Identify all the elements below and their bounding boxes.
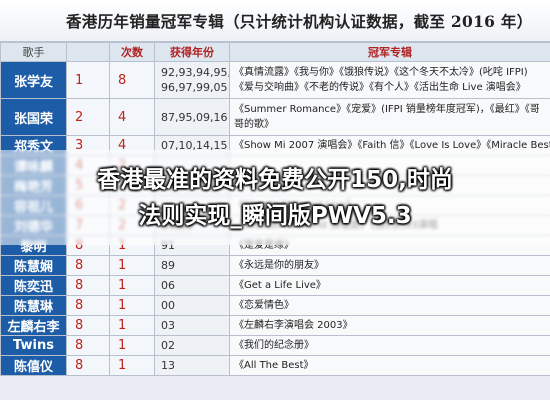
rank-cell: 8 xyxy=(66,315,110,336)
singer-cell: 张学友 xyxy=(0,61,67,99)
table-header: 歌手 次数 获得年份 冠军专辑 xyxy=(0,42,550,62)
singer-cell: 陈僖仪 xyxy=(0,355,67,376)
albums-cell: 《恋爱情色》 xyxy=(229,295,550,316)
rank-cell: 8 xyxy=(66,295,110,316)
albums-cell-line: 《All The Best》 xyxy=(234,360,314,371)
header-albums: 冠军专辑 xyxy=(229,42,550,62)
header-rank xyxy=(66,42,110,62)
albums-cell-line: 《是爱是缘》 xyxy=(234,240,294,251)
albums-cell: 《我们的纪念册》 xyxy=(229,335,550,356)
count-cell: 8 xyxy=(109,61,155,99)
years-cell-line: 02 xyxy=(161,339,175,352)
table-row: 陈僖仪 8 1 13 《All The Best》 xyxy=(0,355,550,376)
singer-cell: 陈慧琳 xyxy=(0,295,67,316)
years-cell-line: 07,10,14,15 xyxy=(161,139,228,152)
title-bar: 香港历年销量冠军专辑（只计统计机构认证数据，截至 2016 年） xyxy=(0,0,550,42)
albums-cell-line: 《Show Mi 2007 演唱会》《Faith 信》《Love Is Love… xyxy=(234,140,550,151)
years-cell: 13 xyxy=(154,355,230,376)
years-cell-line: 06 xyxy=(161,279,175,292)
albums-cell: 《Get a Life Live》 xyxy=(229,275,550,296)
rank-cell: 8 xyxy=(66,275,110,296)
years-cell: 87,95,09,16 xyxy=(154,98,230,136)
years-cell-line: 96,97,99,05 xyxy=(161,81,228,94)
table-row: 张国荣 2 4 87,95,09,16 《Summer Romance》《宠爱》(IFP… xyxy=(0,98,550,136)
albums-cell: 《All The Best》 xyxy=(229,355,550,376)
albums-cell-line: 《Get a Life Live》 xyxy=(234,280,326,291)
rank-cell: 2 xyxy=(66,98,110,136)
years-cell: 92,93,94,95, 96,97,99,05 xyxy=(154,61,230,99)
overlay-line-2: 法则实现_瞬间版PWV5.3 xyxy=(138,203,412,229)
albums-cell: 《永远是你的朋友》 xyxy=(229,255,550,276)
albums-cell-line: 《恋爱情色》 xyxy=(234,300,294,311)
count-cell: 4 xyxy=(109,98,155,136)
years-cell-line: 00 xyxy=(161,299,175,312)
albums-cell-line: 哥的歌》 xyxy=(234,119,274,130)
count-cell: 1 xyxy=(109,295,155,316)
table-row: 张学友 1 8 92,93,94,95, 96,97,99,05 《真情流露》《我与你》《… xyxy=(0,61,550,99)
years-cell-line: 87,95,09,16 xyxy=(161,110,228,124)
rank-cell: 1 xyxy=(66,61,110,99)
count-cell: 1 xyxy=(109,315,155,336)
rank-cell: 8 xyxy=(66,335,110,356)
years-cell-line: 89 xyxy=(161,259,175,272)
years-cell: 89 xyxy=(154,255,230,276)
table-row: 陈慧娴 8 1 89 《永远是你的朋友》 xyxy=(0,255,550,276)
table-row: 左麟右李 8 1 03 《左麟右李演唱会 2003》 xyxy=(0,315,550,336)
table-row: 陈奕迅 8 1 06 《Get a Life Live》 xyxy=(0,275,550,296)
albums-cell-line: 《永远是你的朋友》 xyxy=(234,260,324,271)
albums-cell-line: 《爱与交响曲》《不老的传说》《有个人》《活出生命 Live 演唱会》 xyxy=(234,82,526,93)
albums-cell: 《真情流露》《我与你》《饿狼传说》《这个冬天不太冷》(叱咤 IFPI) 《爱与交响… xyxy=(229,61,550,99)
years-cell: 03 xyxy=(154,315,230,336)
singer-cell: 张国荣 xyxy=(0,98,67,136)
albums-cell: 《左麟右李演唱会 2003》 xyxy=(229,315,550,336)
years-cell: 06 xyxy=(154,275,230,296)
albums-cell-line: 《我们的纪念册》 xyxy=(234,340,314,351)
years-cell: 02 xyxy=(154,335,230,356)
singer-cell: Twins xyxy=(0,335,67,356)
rank-cell: 8 xyxy=(66,255,110,276)
singer-cell: 陈奕迅 xyxy=(0,275,67,296)
header-count: 次数 xyxy=(109,42,155,62)
singer-cell: 陈慧娴 xyxy=(0,255,67,276)
watermark-band xyxy=(0,150,550,245)
page-title: 香港历年销量冠军专辑（只计统计机构认证数据，截至 2016 年） xyxy=(66,11,533,31)
count-cell: 1 xyxy=(109,355,155,376)
overlay-caption: 香港最准的资料免费公开150,时尚 法则实现_瞬间版PWV5.3 xyxy=(0,162,550,234)
years-cell-line: 03 xyxy=(161,319,175,332)
years-cell-line: 92,93,94,95, xyxy=(161,66,230,79)
overlay-line-1: 香港最准的资料免费公开150,时尚 xyxy=(97,167,453,193)
table-row: Twins 8 1 02 《我们的纪念册》 xyxy=(0,335,550,356)
albums-cell-line: 《左麟右李演唱会 2003》 xyxy=(234,320,353,331)
header-singer: 歌手 xyxy=(0,42,67,62)
count-cell: 1 xyxy=(109,275,155,296)
count-cell: 1 xyxy=(109,335,155,356)
count-cell: 1 xyxy=(109,255,155,276)
albums-cell-line: 《真情流露》《我与你》《饿狼传说》《这个冬天不太冷》(叱咤 IFPI) xyxy=(234,67,528,78)
table-row: 陈慧琳 8 1 00 《恋爱情色》 xyxy=(0,295,550,316)
rank-cell: 8 xyxy=(66,355,110,376)
albums-cell: 《Summer Romance》《宠爱》(IFPI 销量榜年度冠军)，《最红》《… xyxy=(229,98,550,136)
years-cell-line: 13 xyxy=(161,359,175,372)
years-cell: 00 xyxy=(154,295,230,316)
albums-cell-line: 《Summer Romance》《宠爱》(IFPI 销量榜年度冠军)，《最红》《… xyxy=(234,104,540,115)
singer-cell: 左麟右李 xyxy=(0,315,67,336)
header-years: 获得年份 xyxy=(154,42,230,62)
